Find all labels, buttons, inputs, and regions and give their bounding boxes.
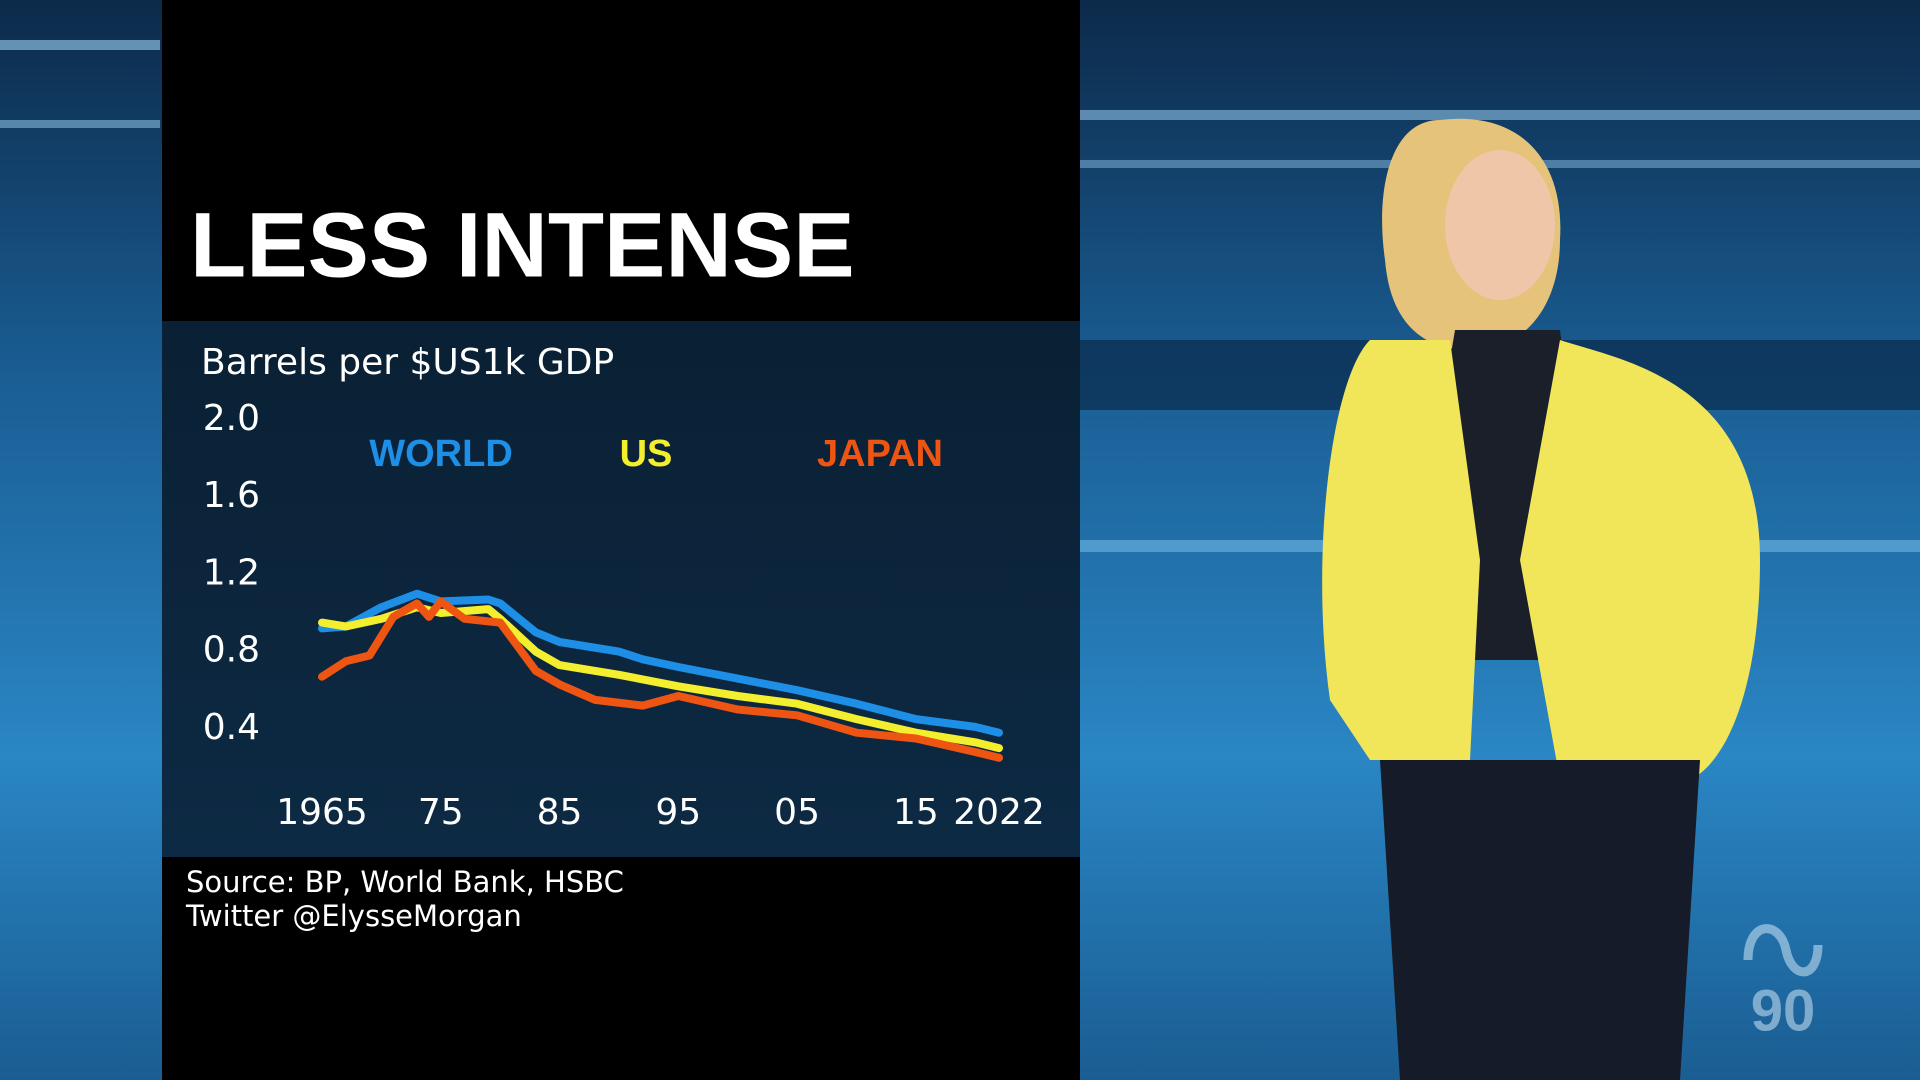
y-tick-label: 1.6 xyxy=(203,475,260,516)
y-tick-label: 0.4 xyxy=(203,707,260,748)
series-line xyxy=(318,589,1003,737)
y-tick-label: 1.2 xyxy=(203,552,260,593)
x-tick-label: 2022 xyxy=(953,792,1045,833)
x-tick-label: 05 xyxy=(774,792,820,833)
legend-label: US xyxy=(620,433,673,475)
x-tick-label: 75 xyxy=(418,792,464,833)
x-tick-label: 85 xyxy=(537,792,583,833)
logo-number: 90 xyxy=(1751,978,1816,1043)
x-tick-label: 1965 xyxy=(276,792,368,833)
series-line xyxy=(318,597,1003,762)
x-tick-label: 95 xyxy=(655,792,701,833)
legend-label: WORLD xyxy=(369,433,513,475)
presenter xyxy=(1322,118,1760,1080)
y-axis-label: Barrels per $US1k GDP xyxy=(201,342,614,383)
source-note: Source: BP, World Bank, HSBC xyxy=(186,865,624,899)
credit-note: Twitter @ElysseMorgan xyxy=(185,899,522,933)
chart-band xyxy=(162,321,1080,857)
y-tick-label: 0.8 xyxy=(203,630,260,671)
x-tick-label: 15 xyxy=(893,792,939,833)
y-tick-label: 2.0 xyxy=(203,398,260,439)
abc-logo: 90 xyxy=(1743,924,1823,1043)
chart-title: LESS INTENSE xyxy=(190,194,855,296)
legend-label: JAPAN xyxy=(817,433,943,475)
